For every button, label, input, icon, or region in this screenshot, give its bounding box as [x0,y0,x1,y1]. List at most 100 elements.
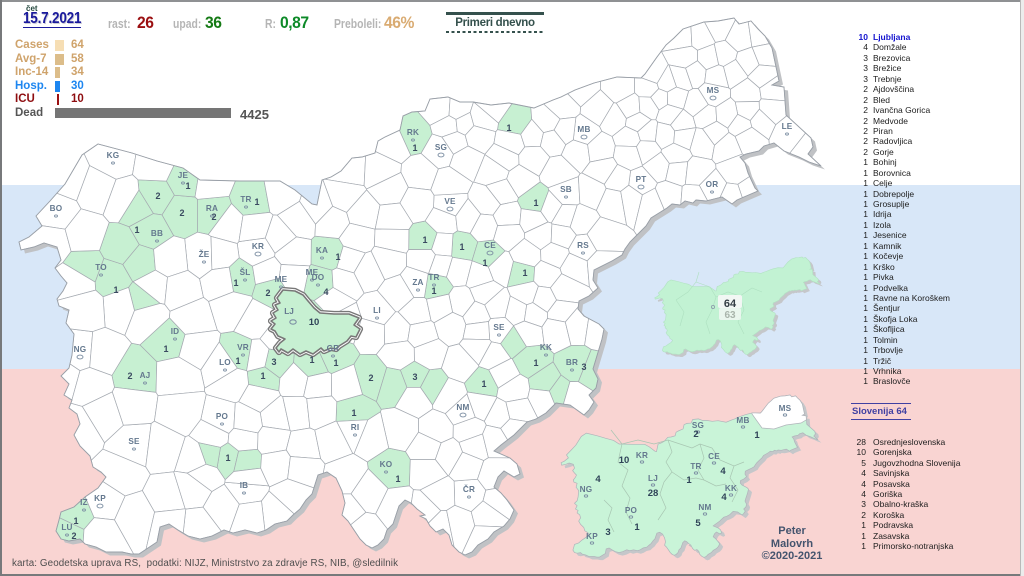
svg-text:10: 10 [309,317,320,328]
svg-text:4: 4 [720,466,726,477]
svg-text:VR: VR [237,343,249,352]
svg-text:1: 1 [754,430,760,441]
svg-text:1: 1 [233,278,238,288]
svg-text:3: 3 [581,362,586,372]
svg-text:RS: RS [577,241,589,250]
svg-text:28: 28 [648,488,659,499]
svg-text:1: 1 [73,516,78,526]
svg-text:CE: CE [484,241,496,250]
svg-text:5: 5 [695,518,701,529]
svg-text:1: 1 [225,453,230,463]
svg-text:NG: NG [580,485,593,494]
svg-text:SE: SE [128,437,140,446]
svg-text:1: 1 [254,197,259,207]
svg-text:KK: KK [725,484,737,493]
svg-text:1: 1 [335,252,340,262]
svg-text:1: 1 [235,356,240,366]
svg-text:KR: KR [252,242,264,251]
svg-text:KP: KP [586,532,598,541]
svg-text:JE: JE [178,171,189,180]
svg-text:MB: MB [577,125,590,134]
svg-text:NG: NG [74,345,87,354]
svg-text:1: 1 [422,235,427,245]
svg-text:2: 2 [368,373,373,383]
svg-text:KR: KR [636,451,648,460]
svg-text:RK: RK [407,128,419,137]
svg-text:DO: DO [312,273,325,282]
svg-text:3: 3 [412,372,417,382]
svg-text:1: 1 [506,123,511,133]
svg-text:4: 4 [323,287,328,297]
svg-text:NM: NM [698,503,711,512]
svg-text:2: 2 [155,191,160,201]
svg-text:MB: MB [736,416,749,425]
svg-text:1: 1 [309,355,314,365]
svg-text:LE: LE [782,122,793,131]
svg-text:1: 1 [634,522,640,533]
svg-text:2: 2 [71,531,76,541]
svg-text:2: 2 [265,288,270,298]
svg-text:SB: SB [560,185,572,194]
svg-text:4: 4 [595,474,601,485]
svg-text:KA: KA [316,246,328,255]
svg-text:SG: SG [692,421,704,430]
svg-text:IB: IB [240,481,249,490]
svg-text:1: 1 [533,198,538,208]
svg-text:64: 64 [724,298,737,310]
svg-text:KO: KO [380,460,393,469]
svg-text:MS: MS [707,86,720,95]
svg-text:KG: KG [107,151,120,160]
svg-text:1: 1 [412,143,417,153]
svg-text:ŽE: ŽE [199,248,210,259]
svg-text:1: 1 [522,268,527,278]
svg-text:1: 1 [134,225,139,235]
svg-text:PO: PO [625,506,638,515]
svg-text:1: 1 [260,371,265,381]
svg-text:AJ: AJ [140,371,151,380]
svg-text:1: 1 [185,181,190,191]
svg-text:ZA: ZA [412,278,423,287]
svg-text:1: 1 [113,285,118,295]
svg-text:TR: TR [240,195,251,204]
svg-text:NM: NM [456,403,469,412]
svg-text:VE: VE [444,197,456,206]
svg-text:MS: MS [779,404,792,413]
svg-text:SG: SG [435,143,447,152]
svg-text:1: 1 [351,408,356,418]
svg-text:1: 1 [686,475,692,486]
svg-text:SE: SE [493,323,505,332]
svg-text:63: 63 [724,310,736,321]
svg-text:TR: TR [428,273,439,282]
svg-text:ID: ID [171,327,180,336]
svg-text:KK: KK [540,343,552,352]
svg-text:2: 2 [179,208,184,218]
svg-text:3: 3 [271,357,276,367]
svg-text:2: 2 [693,429,698,440]
svg-text:1: 1 [395,474,400,484]
svg-text:LJ: LJ [648,474,658,483]
svg-text:3: 3 [605,527,610,538]
svg-text:1: 1 [482,258,487,268]
svg-text:1: 1 [431,286,436,296]
svg-text:1: 1 [163,344,168,354]
svg-text:PO: PO [216,412,229,421]
svg-text:OR: OR [706,180,719,189]
svg-text:1: 1 [459,242,464,252]
svg-text:1: 1 [333,358,338,368]
svg-text:2: 2 [127,371,132,381]
svg-text:BO: BO [50,204,63,213]
svg-text:ME: ME [275,275,288,284]
svg-text:RI: RI [351,423,360,432]
svg-text:RA: RA [206,204,218,213]
svg-text:BB: BB [151,229,163,238]
svg-text:ČR: ČR [463,483,475,494]
svg-text:GR: GR [327,344,340,353]
svg-text:BR: BR [566,358,578,367]
svg-text:ME: ME [306,268,319,277]
svg-text:TO: TO [95,263,107,272]
svg-text:TR: TR [690,462,701,471]
svg-text:ŠL: ŠL [240,266,251,277]
svg-text:PT: PT [636,175,647,184]
svg-text:LI: LI [373,306,381,315]
svg-text:10: 10 [619,455,630,466]
